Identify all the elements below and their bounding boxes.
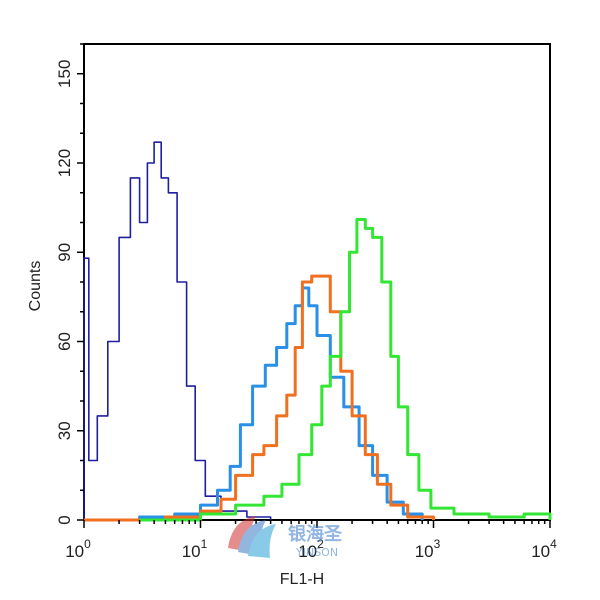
watermark: 银海圣 YINSON (228, 516, 343, 559)
watermark-text-en: YINSON (295, 546, 338, 559)
x-tick-label: 100 (65, 537, 91, 561)
watermark-logo (228, 516, 276, 558)
y-tick-labels: 0 30 60 90 120 150 (55, 60, 74, 525)
y-tick-label: 60 (55, 332, 74, 351)
y-axis-title: Counts (27, 261, 44, 312)
x-tick-label: 102 (298, 537, 324, 561)
y-tick-label: 0 (55, 515, 74, 524)
ticks-layer (77, 43, 551, 528)
series-line-2 (84, 286, 424, 522)
watermark-text-cn: 银海圣 (288, 523, 343, 545)
x-tick-label: 104 (531, 537, 557, 561)
y-tick-label: 120 (55, 149, 74, 177)
x-axis-title: FL1-H (280, 571, 324, 588)
series-line-3 (84, 274, 435, 522)
x-tick-labels: 100 101 102 103 104 (65, 537, 557, 561)
series-line-4 (139, 218, 552, 522)
y-tick-label: 150 (55, 60, 74, 88)
y-tick-label: 90 (55, 243, 74, 262)
series-line-1 (83, 141, 272, 520)
plot-frame (83, 43, 551, 521)
series-layer (83, 141, 552, 522)
x-tick-label: 101 (182, 537, 208, 561)
x-tick-label: 103 (415, 537, 441, 561)
y-tick-label: 30 (55, 421, 74, 440)
